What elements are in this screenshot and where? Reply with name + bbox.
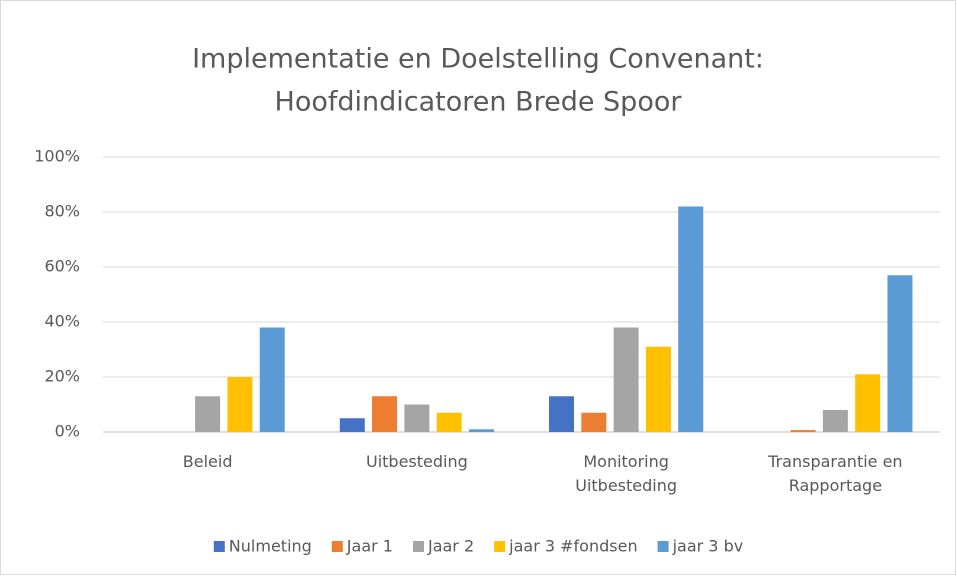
x-tick-label: Transparantie en Rapportage	[768, 452, 903, 495]
legend-swatch	[331, 541, 343, 552]
legend-swatch	[412, 541, 424, 552]
bar	[195, 396, 221, 432]
y-tick-label: 40%	[44, 312, 80, 331]
bar	[790, 430, 816, 432]
x-tick-label-box: Beleid	[182, 452, 233, 471]
legend-label: jaar 3 #fondsen	[508, 537, 637, 556]
y-tick-label: 0%	[55, 422, 80, 441]
legend: Nulmeting Jaar 1 Jaar 2 jaar 3 #fondsen jaar…	[213, 537, 744, 556]
legend-swatch	[213, 541, 225, 552]
bar	[678, 206, 704, 432]
x-tick-label-box: Uitbesteding	[365, 452, 468, 471]
bar	[581, 412, 607, 432]
x-tick-label: Monitoring Uitbesteding	[575, 452, 678, 495]
bar	[468, 429, 494, 432]
chart-title: Implementatie en Doelstelling Convenant:	[192, 44, 764, 75]
y-tick-label: 100%	[34, 147, 80, 166]
bar	[887, 275, 913, 432]
bar	[855, 374, 881, 432]
bar	[339, 418, 365, 432]
bar	[259, 327, 285, 432]
bar	[549, 396, 575, 432]
y-tick-label: 80%	[44, 202, 80, 221]
legend-label: jaar 3 bv	[672, 537, 744, 556]
bar	[822, 410, 848, 432]
legend-label: Nulmeting	[229, 537, 312, 556]
bar	[645, 346, 671, 432]
x-tick-label: Beleid	[182, 452, 233, 471]
bar	[227, 377, 253, 432]
bar	[613, 327, 639, 432]
y-tick-label: 60%	[44, 257, 80, 276]
y-tick-label: 20%	[44, 367, 80, 386]
legend-swatch	[657, 541, 669, 552]
bar	[372, 396, 398, 432]
bar	[404, 404, 430, 432]
legend-label: Jaar 1	[346, 537, 393, 556]
x-tick-label-box: Transparantie en Rapportage	[768, 452, 903, 495]
legend-swatch	[494, 541, 506, 552]
chart-title: Hoofdindicatoren Brede Spoor	[275, 87, 683, 118]
bar	[436, 412, 462, 432]
x-tick-label-box: Monitoring Uitbesteding	[575, 452, 678, 495]
legend-label: Jaar 2	[427, 537, 474, 556]
x-tick-label: Uitbesteding	[365, 452, 468, 471]
